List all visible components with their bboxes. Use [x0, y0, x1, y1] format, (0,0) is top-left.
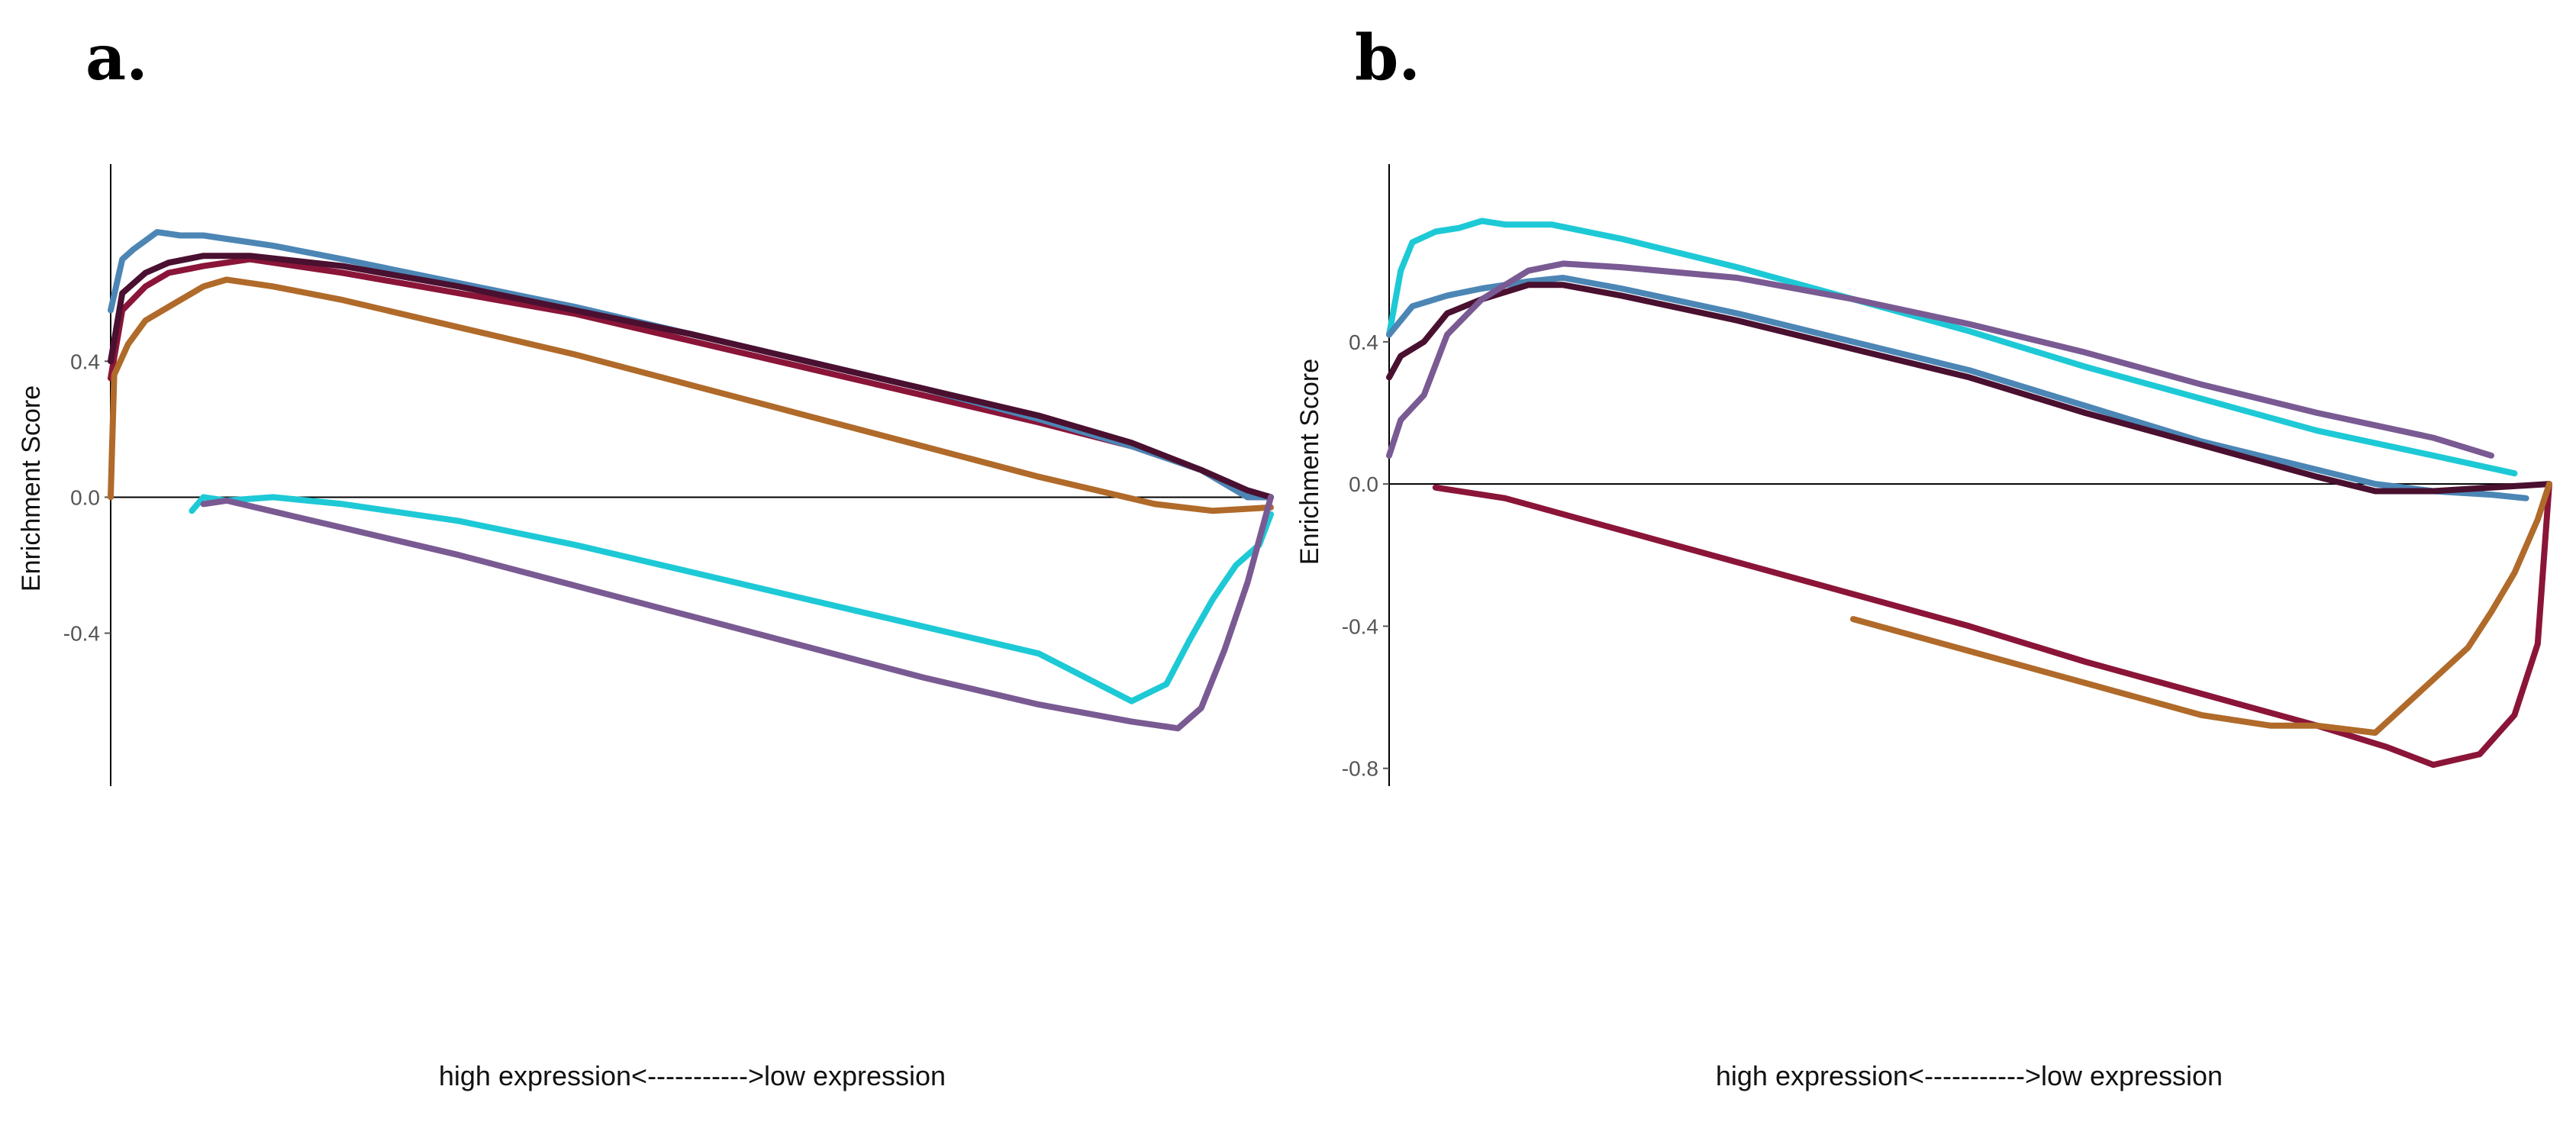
y-tick-label: -0.4 — [1342, 614, 1378, 638]
series-line-2 — [1432, 481, 2552, 769]
y-tick-label: 0.4 — [1349, 330, 1378, 354]
panel-b: b. Enrichment Score 0.4 0.0 -0.4 -0.8 high … — [1295, 21, 2552, 1091]
y-tick-label: 0.4 — [70, 350, 100, 373]
panel-label-a: a. — [85, 21, 148, 95]
panel-a-xlabel: high expression<----------->low expressi… — [439, 1060, 946, 1091]
panel-b-xlabel: high expression<----------->low expressi… — [1716, 1060, 2223, 1091]
panel-b-plot: 0.4 0.0 -0.4 -0.8 — [1342, 164, 2552, 786]
series-line-4 — [108, 253, 1274, 501]
panel-label-b: b. — [1355, 21, 1420, 95]
series-line-1 — [189, 494, 1274, 704]
series-line-6 — [1386, 260, 2494, 459]
panel-a-plot: 0.4 0.0 -0.4 — [63, 164, 1274, 786]
y-tick-label: -0.4 — [63, 622, 100, 646]
series-line-5 — [1850, 481, 2552, 737]
panel-a-ylabel: Enrichment Score — [17, 385, 46, 592]
panel-a: a. Enrichment Score 0.4 0.0 -0.4 high expr… — [17, 21, 1274, 1091]
series-line-2 — [108, 256, 1274, 501]
y-tick-label: -0.8 — [1342, 757, 1378, 781]
y-tick-label: 0.0 — [70, 485, 100, 509]
series-line-5 — [108, 276, 1274, 514]
series-line-4 — [1386, 282, 2552, 495]
series-line-6 — [200, 494, 1274, 732]
series-line-3 — [1386, 275, 2529, 501]
series-line-1 — [1386, 218, 2518, 477]
y-tick-label: 0.0 — [1349, 472, 1378, 496]
panel-b-ylabel: Enrichment Score — [1295, 359, 1324, 565]
series-line-3 — [108, 229, 1274, 501]
